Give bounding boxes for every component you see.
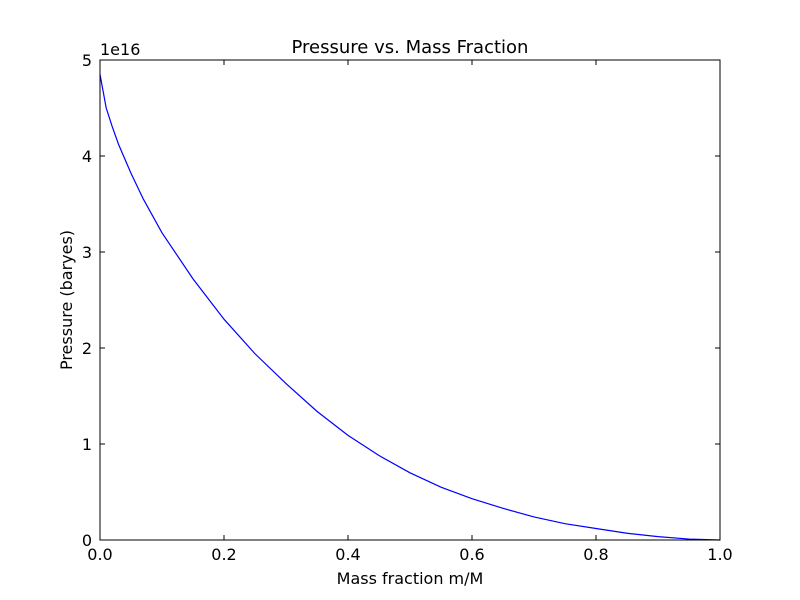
x-tick-label: 0.8 xyxy=(583,545,608,564)
y-tick-label: 5 xyxy=(82,51,92,70)
chart-title: Pressure vs. Mass Fraction xyxy=(292,37,529,58)
y-tick-label: 4 xyxy=(82,147,92,166)
pressure-series-line xyxy=(99,74,721,541)
plot-area-frame xyxy=(99,59,721,541)
x-tick-label: 0.6 xyxy=(459,545,484,564)
x-tick-label: 0.0 xyxy=(87,545,112,564)
y-offset-label: 1e16 xyxy=(100,40,140,59)
x-tick-label: 0.4 xyxy=(335,545,360,564)
y-tick-label: 0 xyxy=(82,531,92,550)
y-tick-label: 3 xyxy=(82,243,92,262)
axis-tick-labels: 0.0 0.2 0.4 0.6 0.8 1.0 0 1 2 3 4 5 xyxy=(82,51,733,564)
y-tick-label: 2 xyxy=(82,339,92,358)
y-axis-label: Pressure (baryes) xyxy=(57,230,76,370)
y-tick-label: 1 xyxy=(82,435,92,454)
x-axis-label: Mass fraction m/M xyxy=(337,569,484,588)
x-tick-label: 1.0 xyxy=(707,545,732,564)
x-tick-label: 0.2 xyxy=(211,545,236,564)
